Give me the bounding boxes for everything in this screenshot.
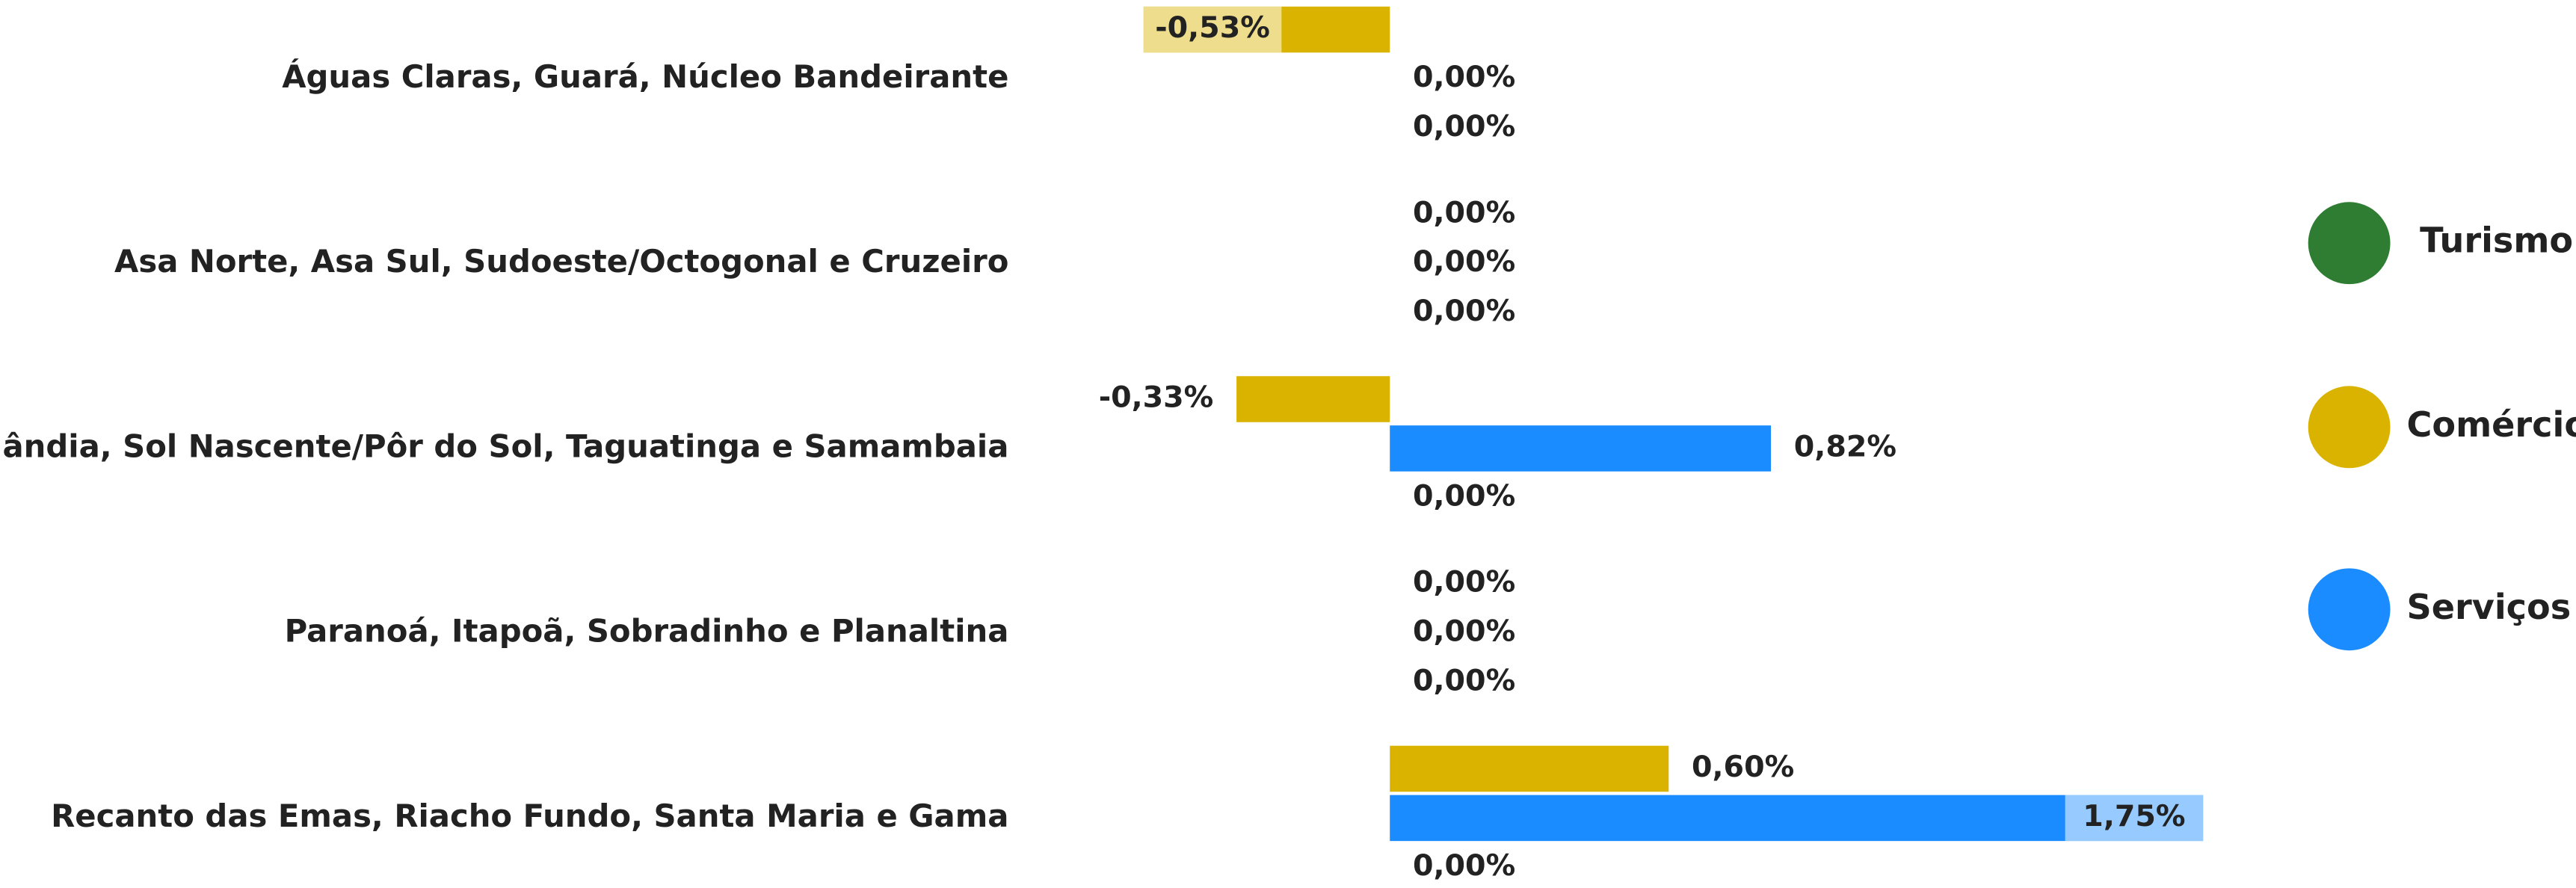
legend-label: Turismo	[2420, 221, 2573, 261]
bar	[1390, 425, 1772, 472]
legend-swatch	[2308, 386, 2391, 469]
value-label: 0,82%	[1794, 429, 1896, 463]
value-label: 0,60%	[1692, 750, 1794, 784]
value-label: 0,00%	[1413, 565, 1515, 599]
value-label: 0,00%	[1413, 244, 1515, 279]
category-label: Ceilândia, Sol Nascente/Pôr do Sol, Tagu…	[0, 428, 1008, 464]
legend-swatch	[2308, 568, 2391, 651]
value-label: 0,00%	[1413, 614, 1515, 649]
bar	[1390, 745, 1669, 792]
value-label: 0,00%	[1413, 109, 1515, 144]
label-bg	[2065, 795, 2204, 842]
bar	[1236, 376, 1390, 422]
value-label: 0,00%	[1413, 664, 1515, 698]
value-label: 0,00%	[1413, 478, 1515, 513]
value-label: -0,53%	[1155, 10, 1270, 45]
value-label: 0,00%	[1413, 294, 1515, 328]
value-label: 0,00%	[1413, 195, 1515, 229]
legend-swatch	[2308, 202, 2391, 285]
category-label: Recanto das Emas, Riacho Fundo, Santa Ma…	[51, 798, 1008, 834]
category-label: Águas Claras, Guará, Núcleo Bandeirante	[282, 58, 1008, 95]
category-label: Paranoá, Itapoã, Sobradinho e Planaltina	[285, 613, 1009, 650]
legend-label: Comércio	[2407, 404, 2576, 445]
value-label: 1,75%	[2083, 799, 2185, 833]
category-label: Asa Norte, Asa Sul, Sudoeste/Octogonal e…	[114, 243, 1008, 280]
legend-label: Serviços	[2407, 587, 2572, 627]
value-label: 0,00%	[1413, 848, 1515, 883]
value-label: -0,33%	[1099, 380, 1214, 415]
label-bg	[1143, 6, 1282, 53]
value-label: 0,00%	[1413, 60, 1515, 94]
